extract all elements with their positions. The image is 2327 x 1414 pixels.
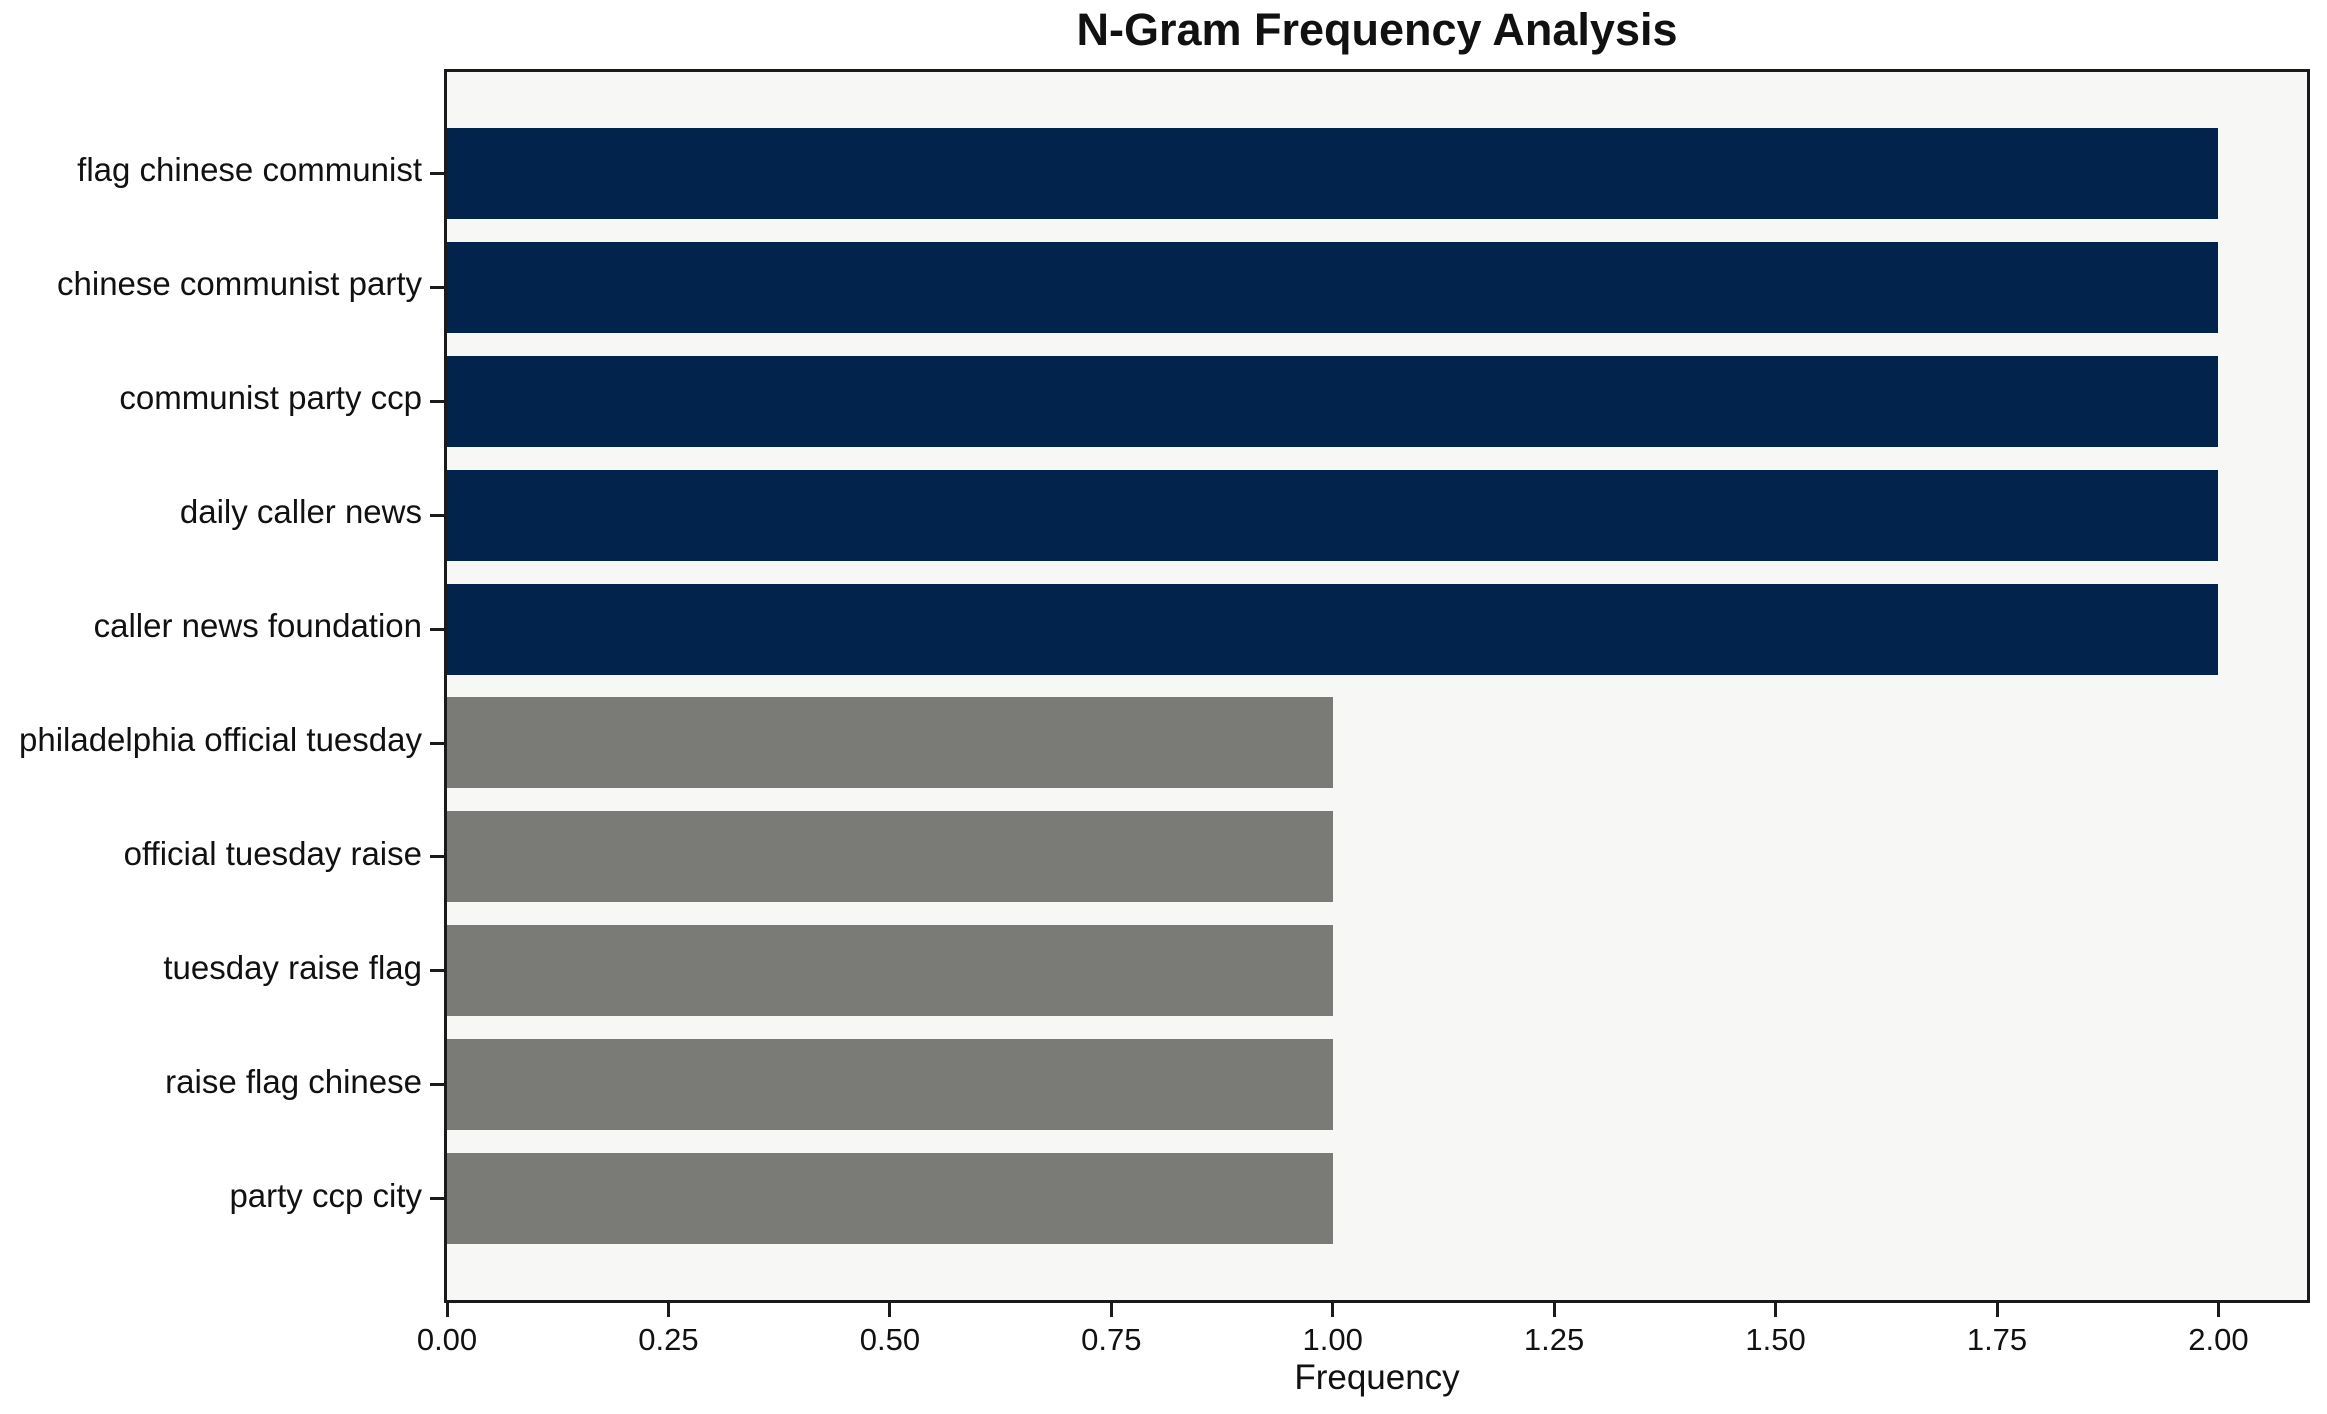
x-tick-label: 1.50: [1745, 1322, 1806, 1357]
y-tick-label: communist party ccp: [119, 379, 422, 417]
y-tick-mark: [430, 285, 444, 289]
y-tick-mark: [430, 1197, 444, 1201]
y-tick-label: raise flag chinese: [165, 1062, 422, 1100]
y-tick-mark: [430, 171, 444, 175]
y-tick-mark: [430, 1083, 444, 1087]
bar: [447, 241, 2219, 333]
y-tick-mark: [430, 399, 444, 403]
bar: [447, 1153, 1333, 1245]
bar: [447, 127, 2219, 219]
bar: [447, 697, 1333, 789]
bar: [447, 355, 2219, 447]
x-tick-label: 0.75: [1081, 1322, 1142, 1357]
x-tick-label: 0.00: [416, 1322, 478, 1357]
x-tick-label: 0.25: [638, 1322, 699, 1357]
x-tick-label: 0.50: [859, 1322, 921, 1357]
x-tick-mark: [1774, 1303, 1778, 1317]
x-tick-mark: [1331, 1303, 1335, 1317]
x-tick-mark: [2216, 1303, 2220, 1317]
y-tick-mark: [430, 855, 444, 859]
chart-title: N-Gram Frequency Analysis: [1076, 4, 1678, 55]
x-tick-mark: [888, 1303, 892, 1317]
x-tick-mark: [666, 1303, 670, 1317]
y-tick-mark: [430, 627, 444, 631]
y-tick-label: party ccp city: [229, 1176, 422, 1214]
bar: [447, 583, 2219, 675]
plot-area: [444, 69, 2310, 1303]
x-tick-mark: [1109, 1303, 1113, 1317]
y-tick-label: daily caller news: [179, 493, 422, 531]
bar: [447, 925, 1333, 1017]
y-tick-label: philadelphia official tuesday: [18, 721, 422, 758]
x-tick-label: 1.75: [1966, 1322, 2028, 1357]
y-tick-mark: [430, 969, 444, 973]
y-tick-mark: [430, 513, 444, 517]
x-tick-label: 1.00: [1302, 1322, 1363, 1357]
y-tick-label: official tuesday raise: [123, 834, 422, 872]
x-tick-label: 2.00: [2188, 1322, 2249, 1357]
bar: [447, 811, 1333, 903]
x-tick-mark: [445, 1303, 449, 1317]
y-tick-label: flag chinese communist: [77, 151, 422, 189]
y-tick-label: chinese communist party: [57, 265, 422, 303]
x-tick-mark: [1552, 1303, 1556, 1317]
y-tick-mark: [430, 741, 444, 745]
bar: [447, 1039, 1333, 1131]
x-tick-label: 1.25: [1523, 1322, 1585, 1357]
x-tick-mark: [1995, 1303, 1999, 1317]
x-axis-label: Frequency: [1294, 1358, 1460, 1397]
y-tick-label: tuesday raise flag: [163, 948, 422, 986]
bar: [447, 469, 2219, 561]
y-tick-label: caller news foundation: [93, 607, 422, 644]
